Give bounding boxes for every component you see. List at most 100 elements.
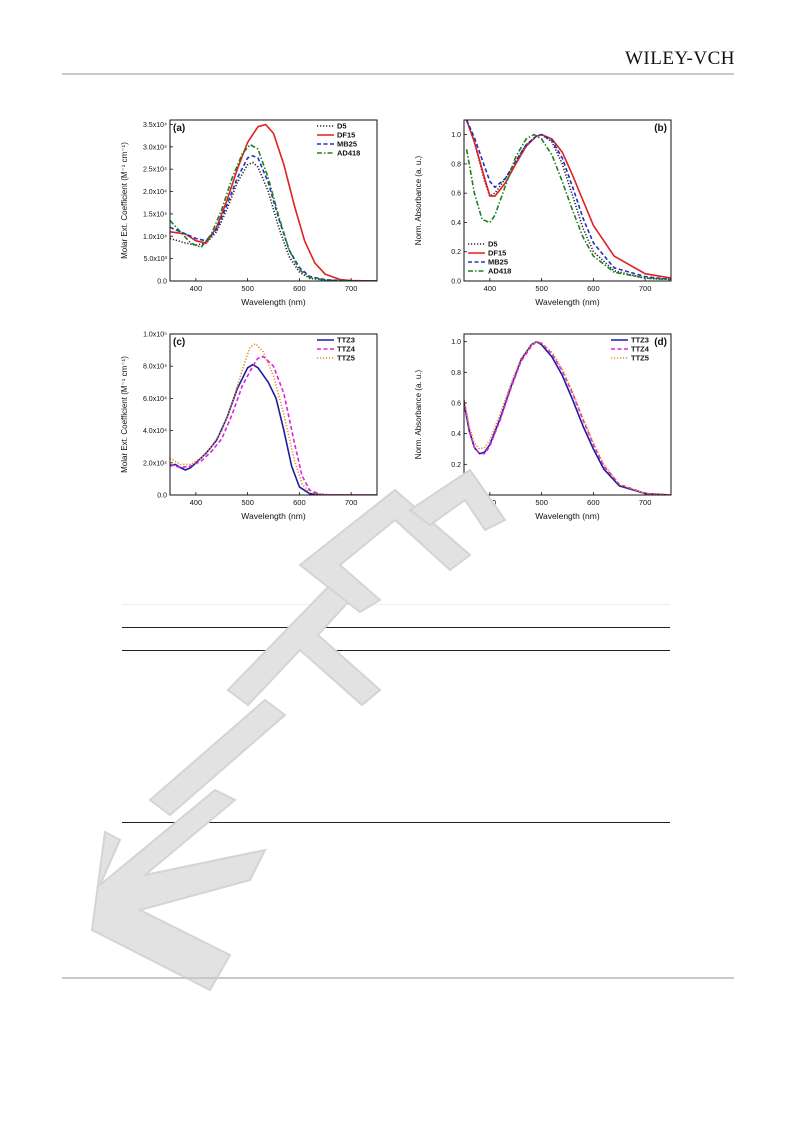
series-line-mb25 [465,120,671,281]
series-line-df15 [170,123,377,281]
y-tick-label: 1.5x10⁴ [143,211,167,218]
series-line-df15 [465,120,671,279]
series-line-mb25 [170,154,377,281]
y-tick-label: 0.6 [451,401,461,408]
series-group [464,340,671,495]
x-axis-label: Wavelength (nm) [535,511,600,521]
legend-label: TTZ3 [337,336,355,345]
x-tick-label: 600 [293,498,306,507]
panel-label: (d) [654,337,667,348]
x-axis-label: Wavelength (nm) [535,297,600,307]
series-group [170,123,377,281]
x-tick-label: 400 [484,498,497,507]
table-skeleton [122,604,670,824]
series-line-ttz3 [464,340,671,495]
table-header-rule [122,627,670,628]
legend-label: TTZ3 [631,336,649,345]
y-tick-label: 0.4 [451,220,461,227]
chart-svg: 400 500 600 700 0.0 0.2 0.4 0.6 0.8 1.0 Wavelength… [414,333,672,521]
plot-frame [169,119,378,282]
series-line-ttz4 [170,355,377,495]
y-tick-label: 4.0x10⁴ [143,428,167,435]
y-axis-label: Molar Ext. Coefficient (M⁻¹ cm⁻¹) [120,142,129,259]
legend-label: TTZ4 [337,345,356,354]
panel-label: (a) [173,123,185,134]
x-tick-label: 600 [587,284,600,293]
x-tick-label: 500 [535,498,548,507]
y-tick-label: 1.0 [451,339,461,346]
y-axis-label: Norm. Absorbance (a. u.) [414,155,423,245]
legend-label: MB25 [488,258,508,267]
chart-panel-b: 400 500 600 700 0.0 0.2 0.4 0.6 0.8 1.0 Wavelength… [412,117,674,309]
plot-frame [169,333,378,496]
y-axis-label: Molar Ext. Coefficient (M⁻¹ cm⁻¹) [120,356,129,473]
y-tick-label: 2.0x10⁴ [143,460,167,467]
legend-label: D5 [488,240,498,249]
x-tick-label: 500 [241,284,254,293]
y-tick-label: 3.0x10⁴ [143,144,167,151]
series-line-ttz3 [170,363,377,495]
plot-frame [463,119,672,282]
chart-svg: 400 500 600 700 0.0 5.0x10³ 1.0x10⁴ 1.5x10⁴ 2.0x… [120,119,378,307]
x-tick-label: 700 [639,498,652,507]
legend-label: TTZ5 [337,354,355,363]
y-tick-label: 0.2 [451,249,461,256]
y-tick-label: 1.0x10⁵ [143,332,167,339]
panel-label: (c) [173,337,185,348]
table-header-bottom-rule [122,650,670,651]
legend-label: TTZ5 [631,354,649,363]
series-line-ttz4 [464,340,671,495]
series-line-d5 [170,161,377,281]
x-tick-label: 400 [484,284,497,293]
x-tick-label: 700 [345,498,358,507]
legend-label: AD418 [488,267,511,276]
legend-label: DF15 [488,249,506,258]
y-tick-label: 1.0 [451,132,461,139]
y-tick-label: 0.0 [451,493,461,500]
y-tick-label: 8.0x10⁴ [143,364,167,371]
legend-label: AD418 [337,149,360,158]
chart-svg: 400 500 600 700 0.0 0.2 0.4 0.6 0.8 1.0 Wavelength… [414,119,672,307]
x-tick-label: 400 [190,498,203,507]
y-tick-label: 0.4 [451,431,461,438]
y-tick-label: 0.0 [157,493,167,500]
y-tick-label: 0.8 [451,370,461,377]
y-tick-label: 6.0x10⁴ [143,396,167,403]
y-tick-label: 0.8 [451,161,461,168]
legend-label: D5 [337,122,347,131]
table-top-rule [122,604,670,605]
series-line-ttz5 [464,340,671,495]
chart-panel-d: 400 500 600 700 0.0 0.2 0.4 0.6 0.8 1.0 Wavelength… [412,331,674,523]
series-line-ad418 [465,133,671,281]
plot-frame [463,333,672,496]
x-tick-label: 400 [190,284,203,293]
y-tick-label: 3.5x10⁴ [143,122,167,129]
publisher-logo: WILEY-VCH [624,48,735,69]
y-tick-label: 2.0x10⁴ [143,189,167,196]
y-tick-label: 0.0 [451,279,461,286]
series-line-ad418 [170,143,377,281]
y-axis-label: Norm. Absorbance (a. u.) [414,369,423,459]
legend-label: MB25 [337,140,357,149]
y-tick-label: 1.0x10⁴ [143,234,167,241]
table-bottom-rule [122,822,670,823]
y-tick-label: 0.0 [157,279,167,286]
chart-svg: 400 500 600 700 0.0 2.0x10⁴ 4.0x10⁴ 6.0x10⁴ 8.0x… [120,332,378,521]
y-tick-label: 5.0x10³ [144,256,168,263]
panel-label: (b) [654,123,667,134]
legend-label: TTZ4 [631,345,650,354]
series-group [465,120,671,281]
x-tick-label: 600 [587,498,600,507]
x-tick-label: 700 [639,284,652,293]
x-axis-label: Wavelength (nm) [241,511,306,521]
chart-panel-a: 400 500 600 700 0.0 5.0x10³ 1.0x10⁴ 1.5x10⁴ 2.0x… [118,117,380,309]
header-rule [62,73,734,75]
x-axis-label: Wavelength (nm) [241,297,306,307]
x-tick-label: 500 [241,498,254,507]
series-group [170,342,377,495]
y-tick-label: 2.5x10⁴ [143,167,167,174]
footer-rule [62,977,734,979]
y-tick-label: 0.6 [451,191,461,198]
x-tick-label: 600 [293,284,306,293]
x-tick-label: 700 [345,284,358,293]
